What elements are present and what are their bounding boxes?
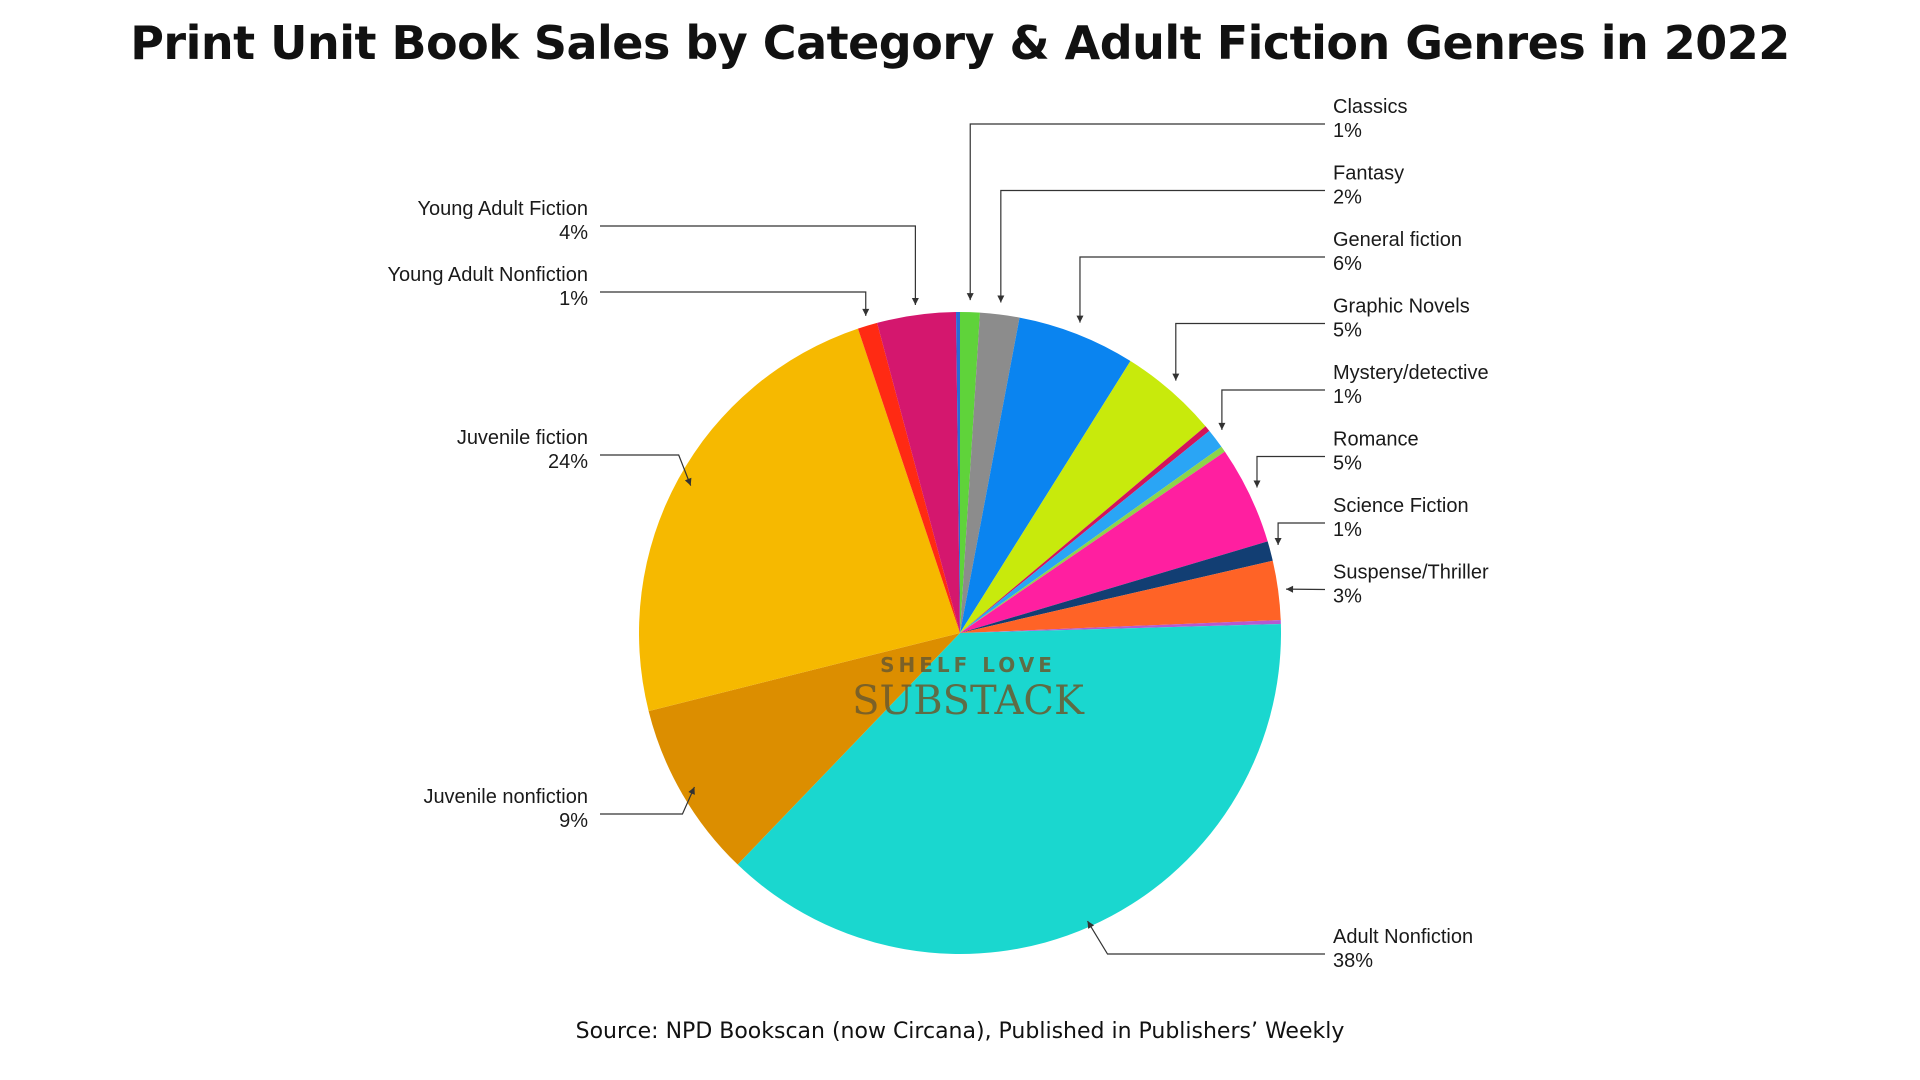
label-name-adult-nonfiction: Adult Nonfiction [1333, 926, 1473, 948]
label-name-young-adult-fiction: Young Adult Fiction [418, 198, 589, 220]
label-young-adult-fiction: Young Adult Fiction 4% [418, 198, 589, 244]
label-name-juvenile-nonfiction: Juvenile nonfiction [423, 786, 588, 808]
chart-title: Print Unit Book Sales by Category & Adul… [130, 16, 1790, 70]
label-name-general-fiction: General fiction [1333, 229, 1462, 251]
label-value-fantasy: 2% [1333, 187, 1362, 209]
label-value-young-adult-fiction: 4% [559, 222, 588, 244]
label-value-suspense-thriller: 3% [1333, 586, 1362, 608]
label-young-adult-nonfiction: Young Adult Nonfiction 1% [387, 264, 588, 310]
label-value-classics: 1% [1333, 120, 1362, 142]
leader-young-adult-nonfiction [600, 291, 867, 316]
pie-slice-science-fiction [960, 541, 1273, 633]
label-juvenile-fiction: Juvenile fiction 24% [457, 427, 588, 473]
label-mystery-detective: Mystery/detective 1% [1333, 362, 1489, 408]
pie-slice-adult-nonfiction [737, 624, 1281, 954]
watermark: SHELF LOVE SUBSTACK [852, 653, 1085, 724]
pie-slice-unlabeled-4 [960, 426, 1210, 633]
source-note: Source: NPD Bookscan (now Circana), Publ… [575, 1019, 1345, 1044]
label-fantasy: Fantasy 2% [1333, 163, 1404, 209]
label-general-fiction: General fiction 6% [1333, 229, 1462, 275]
label-value-romance: 5% [1333, 453, 1362, 475]
pie-slice-classics [960, 312, 980, 633]
label-graphic-novels: Graphic Novels 5% [1333, 296, 1470, 342]
leader-romance [1256, 455, 1325, 488]
pie-slice-unlabeled-6 [960, 446, 1225, 633]
label-name-science-fiction: Science Fiction [1333, 495, 1469, 517]
pie-slice-young-adult-nonfiction [857, 322, 960, 633]
leader-classics [969, 123, 1325, 301]
slice-labels: Classics 1%Fantasy 2%General fiction 6%Grap… [387, 96, 1488, 972]
label-science-fiction: Science Fiction 1% [1333, 495, 1469, 541]
leader-juvenile-nonfiction [600, 786, 695, 815]
leader-lines [600, 123, 1326, 955]
label-value-adult-nonfiction: 38% [1333, 950, 1373, 972]
leader-graphic-novels [1175, 322, 1325, 381]
label-value-graphic-novels: 5% [1333, 320, 1362, 342]
leader-general-fiction [1079, 256, 1325, 323]
label-classics: Classics 1% [1333, 96, 1407, 142]
label-name-young-adult-nonfiction: Young Adult Nonfiction [387, 264, 588, 286]
label-name-romance: Romance [1333, 429, 1419, 451]
pie-slice-juvenile-nonfiction [648, 633, 960, 865]
label-value-juvenile-fiction: 24% [548, 451, 588, 473]
pie-slice-romance [960, 451, 1268, 633]
label-romance: Romance 5% [1333, 429, 1419, 475]
pie-slice-young-adult-fiction [877, 312, 960, 633]
label-name-juvenile-fiction: Juvenile fiction [457, 427, 588, 449]
pie-slice-general-fiction [960, 317, 1131, 633]
label-name-classics: Classics [1333, 96, 1407, 118]
label-value-general-fiction: 6% [1333, 253, 1362, 275]
label-value-mystery-detective: 1% [1333, 386, 1362, 408]
pie-slice-unlabeled-16 [956, 311, 960, 633]
label-name-mystery-detective: Mystery/detective [1333, 362, 1489, 384]
label-value-juvenile-nonfiction: 9% [559, 810, 588, 832]
pie-slice-suspense-thriller [960, 560, 1281, 633]
leader-fantasy [1000, 189, 1325, 303]
leader-juvenile-fiction [600, 454, 692, 486]
watermark-line-2: SUBSTACK [852, 678, 1085, 724]
leader-adult-nonfiction [1087, 920, 1325, 955]
leader-mystery-detective [1221, 389, 1325, 430]
label-juvenile-nonfiction: Juvenile nonfiction 9% [423, 786, 588, 832]
label-suspense-thriller: Suspense/Thriller 3% [1333, 562, 1489, 608]
pie-slice-fantasy [960, 312, 1020, 633]
pie-slices [638, 311, 1281, 954]
label-name-suspense-thriller: Suspense/Thriller [1333, 562, 1489, 584]
pie-slice-juvenile-fiction [638, 328, 960, 712]
label-value-science-fiction: 1% [1333, 519, 1362, 541]
leader-young-adult-fiction [600, 225, 916, 306]
label-value-young-adult-nonfiction: 1% [559, 288, 588, 310]
label-name-fantasy: Fantasy [1333, 163, 1404, 185]
pie-slice-mystery-detective [960, 430, 1222, 633]
pie-slice-graphic-novels [960, 361, 1206, 633]
label-name-graphic-novels: Graphic Novels [1333, 296, 1470, 318]
watermark-line-1: SHELF LOVE [880, 653, 1056, 677]
label-adult-nonfiction: Adult Nonfiction 38% [1333, 926, 1473, 972]
pie-slice-unlabeled-10 [960, 620, 1281, 633]
leader-science-fiction [1277, 522, 1325, 546]
